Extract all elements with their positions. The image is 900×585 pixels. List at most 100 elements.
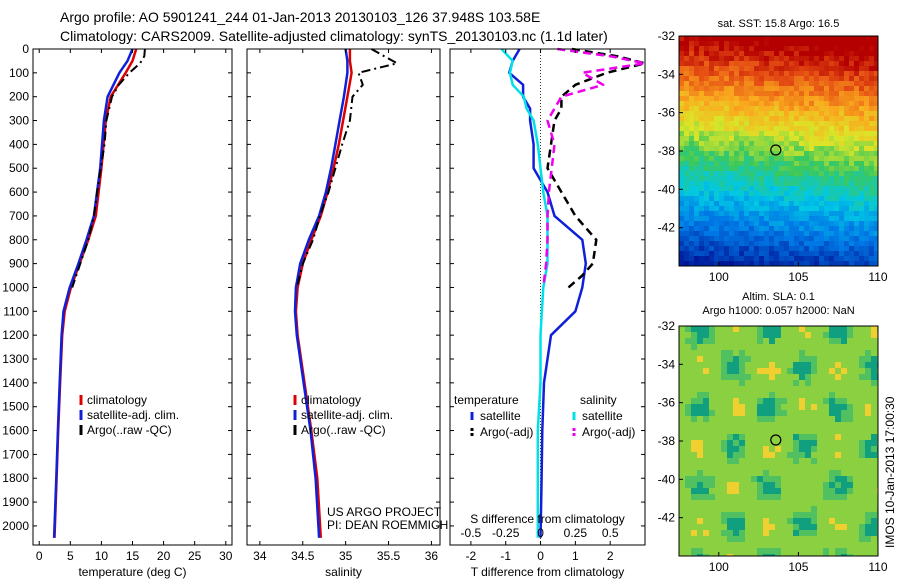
map-cell	[719, 221, 724, 226]
map-cell	[764, 246, 769, 251]
map-cell	[734, 61, 739, 66]
map-cell	[859, 261, 864, 266]
map-cell	[703, 368, 709, 374]
series-line-argo--adj-	[546, 47, 647, 289]
map-cell	[784, 61, 789, 66]
map-cell	[864, 151, 869, 156]
map-cell	[749, 231, 754, 236]
map-cell	[749, 86, 754, 91]
map-cell	[864, 86, 869, 91]
map-cell	[874, 251, 878, 256]
map-cell	[814, 206, 819, 211]
y-tick-label: 1600	[2, 424, 29, 438]
map-cell	[824, 206, 829, 211]
map-cell	[719, 236, 724, 241]
map-cell	[757, 344, 763, 350]
map-cell	[719, 196, 724, 201]
map-cell	[819, 216, 824, 221]
map-cell	[719, 211, 724, 216]
map-cell	[719, 251, 724, 256]
map-cell	[724, 246, 729, 251]
map-cell	[679, 356, 685, 362]
map-cell	[689, 66, 694, 71]
map-cell	[749, 76, 754, 81]
map-cell	[781, 500, 787, 506]
map-cell	[769, 36, 774, 41]
map-cell	[775, 374, 781, 380]
map-cell	[824, 146, 829, 151]
map-cell	[769, 251, 774, 256]
map-cell	[734, 246, 739, 251]
map-cell	[727, 374, 733, 380]
map-cell	[724, 186, 729, 191]
map-cell	[859, 440, 865, 446]
map-cell	[781, 380, 787, 386]
map-cell	[699, 41, 704, 46]
map-cell	[811, 446, 817, 452]
map-cell	[759, 116, 764, 121]
map-cell	[799, 422, 805, 428]
map-cell	[754, 261, 759, 266]
map-cell	[817, 440, 823, 446]
map-cell	[749, 56, 754, 61]
map-cell	[757, 428, 763, 434]
map-cell	[793, 374, 799, 380]
map-cell	[727, 554, 733, 556]
map-cell	[853, 512, 859, 518]
map-cell	[823, 374, 829, 380]
map-cell	[769, 56, 774, 61]
map-cell	[794, 146, 799, 151]
map-cell	[834, 36, 839, 41]
map-cell	[763, 350, 769, 356]
map-cell	[733, 398, 739, 404]
map-cell	[719, 131, 724, 136]
map-cell	[684, 226, 689, 231]
map-cell	[784, 161, 789, 166]
map-cell	[854, 196, 859, 201]
map-cell	[854, 61, 859, 66]
map-cell	[721, 530, 727, 536]
map-cell	[811, 326, 817, 332]
map-cell	[829, 141, 834, 146]
map-cell	[864, 181, 869, 186]
map-cell	[859, 452, 865, 458]
map-cell	[739, 201, 744, 206]
map-cell	[774, 81, 779, 86]
map-cell	[789, 196, 794, 201]
map-cell	[749, 136, 754, 141]
map-cell	[834, 126, 839, 131]
map-cell	[839, 61, 844, 66]
map-cell	[697, 416, 703, 422]
map-cell	[751, 332, 757, 338]
map-cell	[823, 464, 829, 470]
map-cell	[849, 61, 854, 66]
map-cell	[734, 86, 739, 91]
map-cell	[685, 392, 691, 398]
map-cell	[779, 216, 784, 221]
map-cell	[839, 186, 844, 191]
map-cell	[729, 76, 734, 81]
map-cell	[779, 151, 784, 156]
map-cell	[865, 464, 871, 470]
map-cell	[769, 121, 774, 126]
map-cell	[865, 512, 871, 518]
map-cell	[844, 96, 849, 101]
map-subtitle: Argo h1000: 0.057 h2000: NaN	[702, 305, 854, 317]
map-cell	[841, 458, 847, 464]
map-cell	[817, 512, 823, 518]
map-cell	[745, 386, 751, 392]
map-cell	[733, 326, 739, 332]
map-cell	[715, 446, 721, 452]
map-cell	[733, 386, 739, 392]
map-cell	[749, 121, 754, 126]
map-cell	[729, 176, 734, 181]
map-cell	[714, 201, 719, 206]
map-cell	[835, 434, 841, 440]
map-cell	[824, 171, 829, 176]
map-cell	[709, 46, 714, 51]
map-cell	[709, 241, 714, 246]
map-cell	[689, 151, 694, 156]
map-cell	[757, 512, 763, 518]
map-cell	[733, 458, 739, 464]
map-cell	[769, 131, 774, 136]
